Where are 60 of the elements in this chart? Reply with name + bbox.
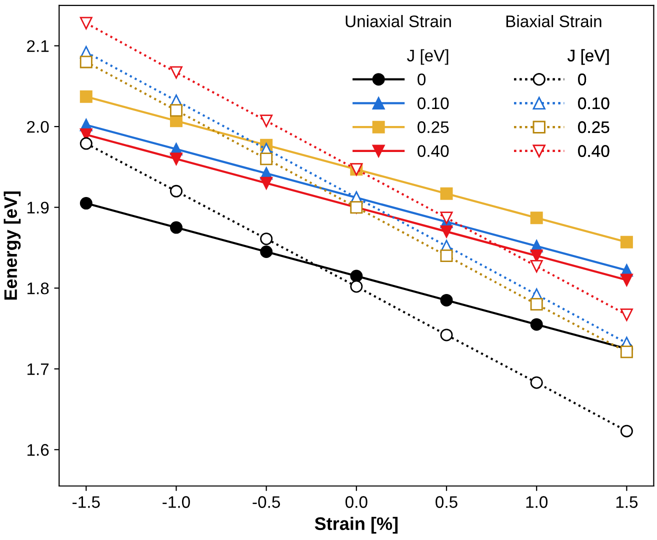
point	[170, 66, 182, 79]
legend-label: 0.10	[418, 97, 449, 110]
point	[620, 236, 633, 248]
y-tick-label: 1.9	[28, 202, 49, 214]
x-axis-title: Strain [%]	[314, 516, 398, 534]
text: J [eV]	[568, 49, 609, 65]
point	[80, 197, 92, 210]
point	[530, 376, 543, 389]
point	[350, 270, 363, 282]
legend-label: 0.25	[418, 121, 449, 134]
annotation: Biaxial Strain	[506, 15, 602, 28]
legend-label: 0	[418, 74, 426, 86]
x-tick-label: 1.5	[616, 496, 638, 508]
y-tick-label: 2.0	[27, 120, 49, 133]
point	[170, 184, 182, 198]
point	[350, 280, 363, 293]
point	[80, 137, 92, 150]
point	[530, 298, 543, 311]
point	[80, 56, 92, 68]
y-tick-label: 1.6	[28, 444, 49, 456]
point	[530, 318, 543, 331]
legend-label: 0.25	[578, 121, 610, 134]
y-tick-label: 1.7	[28, 363, 49, 375]
legend-label: 0.10	[578, 97, 610, 110]
legend-label: 0	[578, 74, 586, 86]
x-tick-label: 1.0	[526, 496, 548, 508]
point	[260, 176, 273, 190]
x-tick-label: -1.5	[72, 496, 100, 508]
y-tick-label: 1.8	[28, 282, 49, 294]
point	[170, 152, 182, 166]
x-tick-label: 0.5	[436, 496, 458, 508]
point	[530, 212, 543, 224]
legend-title: J [eV]	[407, 49, 448, 65]
point	[440, 294, 453, 306]
legend-label: 0.40	[418, 145, 449, 157]
y-axis-title: Eenergy [eV]	[4, 192, 21, 300]
point	[440, 225, 453, 238]
point	[440, 187, 453, 200]
point	[170, 221, 182, 234]
point	[80, 16, 92, 30]
point	[440, 212, 453, 224]
point	[260, 232, 273, 246]
x-tick-label: -0.5	[252, 496, 280, 508]
annotation: Uniaxial Strain	[346, 15, 451, 28]
point	[260, 152, 273, 166]
y-tick-label: 2.1	[27, 40, 49, 52]
point	[80, 90, 92, 103]
point	[620, 308, 633, 322]
point	[260, 114, 273, 128]
point	[260, 246, 273, 258]
point	[620, 274, 633, 286]
legend-label: 0.40	[578, 145, 610, 157]
point	[440, 250, 453, 262]
point	[620, 424, 633, 438]
point	[440, 328, 453, 342]
x-tick-label: 0.0	[345, 496, 368, 508]
x-tick-label: -1.0	[162, 496, 190, 508]
point	[530, 260, 543, 273]
point	[170, 104, 182, 117]
point	[620, 346, 633, 358]
